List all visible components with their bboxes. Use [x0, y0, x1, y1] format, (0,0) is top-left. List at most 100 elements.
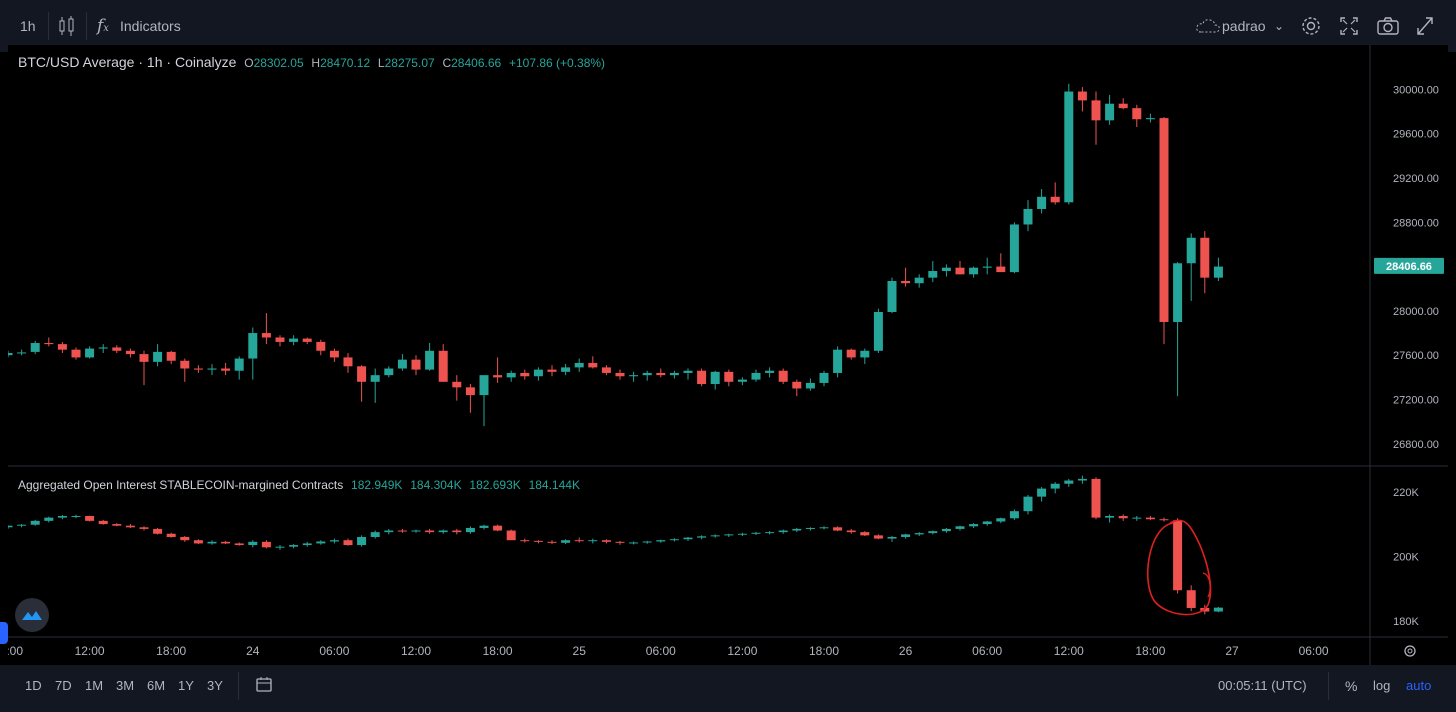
utc-clock[interactable]: 00:05:11 (UTC)	[1218, 678, 1307, 693]
oi-candle	[207, 541, 217, 544]
symbol-name[interactable]: BTC/USD Average	[18, 54, 135, 70]
oi-candle	[357, 536, 367, 546]
oi-candle	[1050, 483, 1060, 489]
price-candle	[479, 375, 489, 396]
range-6m[interactable]: 6M	[147, 678, 166, 693]
oi-candle	[112, 524, 122, 526]
axis-settings-icon[interactable]	[1404, 645, 1416, 657]
range-1d[interactable]: 1D	[25, 678, 42, 693]
price-candle	[438, 350, 448, 382]
interval-button[interactable]: 1h	[20, 18, 36, 34]
last-price-badge	[1374, 257, 1444, 274]
oi-candle	[561, 540, 571, 543]
annotation-circle	[1146, 519, 1212, 616]
fullscreen-icon[interactable]	[1338, 14, 1360, 38]
price-candle	[8, 352, 13, 356]
oi-candle	[629, 542, 639, 544]
time-tick-label: 18:00	[156, 644, 186, 658]
candles-icon[interactable]	[58, 14, 76, 38]
price-candle	[1213, 266, 1223, 278]
time-tick-label: 06:00	[646, 644, 676, 658]
range-1y[interactable]: 1Y	[178, 678, 194, 693]
oi-candle	[329, 540, 339, 542]
price-candle	[1105, 103, 1115, 121]
cloud-icon[interactable]	[1195, 14, 1221, 38]
price-candle	[125, 350, 135, 355]
price-candle	[887, 280, 897, 313]
price-candle	[397, 359, 407, 369]
oi-candle	[44, 517, 54, 521]
range-7d[interactable]: 7D	[55, 678, 72, 693]
range-3y[interactable]: 3Y	[207, 678, 223, 693]
oi-candle	[493, 525, 503, 531]
price-candle	[1064, 91, 1074, 203]
oi-candle	[901, 534, 911, 537]
close-value: 28406.66	[451, 56, 502, 70]
camera-icon[interactable]	[1376, 14, 1400, 38]
time-tick-label: 12:00	[1054, 644, 1084, 658]
range-1m[interactable]: 1M	[85, 678, 104, 693]
price-candle	[1118, 103, 1128, 109]
oi-candle	[724, 534, 734, 536]
price-candle	[370, 375, 380, 382]
price-candle	[656, 372, 666, 376]
open-label: O	[244, 56, 254, 70]
oi-candle	[384, 530, 394, 533]
oi-candle	[1173, 520, 1183, 591]
fx-icon[interactable]: fx	[97, 16, 109, 36]
oi-candle	[860, 532, 870, 536]
auto-toggle[interactable]: auto	[1406, 678, 1432, 693]
price-candle	[805, 382, 815, 389]
price-candle	[724, 371, 734, 382]
price-candle	[357, 366, 367, 382]
oi-candle	[574, 540, 584, 542]
oi-candle	[180, 536, 190, 541]
indicator-name[interactable]: Aggregated Open Interest STABLECOIN-marg…	[18, 478, 344, 492]
gear-icon[interactable]	[1300, 14, 1322, 38]
panel-toggle-handle[interactable]	[0, 622, 8, 644]
time-tick-label: 06:00	[8, 644, 23, 658]
price-candle	[533, 369, 543, 377]
time-tick-label: 18:00	[483, 644, 513, 658]
price-candle	[1159, 118, 1169, 322]
price-candle	[193, 368, 203, 370]
oi-candle	[547, 541, 557, 543]
range-3m[interactable]: 3M	[116, 678, 135, 693]
oi-candle	[520, 540, 530, 542]
price-candle	[506, 372, 516, 378]
log-toggle[interactable]: log	[1373, 678, 1391, 693]
percent-toggle[interactable]: %	[1345, 678, 1358, 694]
oi-candle	[8, 525, 13, 528]
oi-candle	[153, 528, 163, 534]
oi-candle	[656, 540, 666, 542]
oi-candle	[941, 528, 951, 532]
price-candle	[207, 368, 217, 370]
price-candle	[17, 352, 27, 354]
oi-candle	[642, 541, 652, 543]
oi-candle	[955, 526, 965, 529]
open-value: 28302.05	[253, 56, 304, 70]
oi-candle	[1186, 590, 1196, 608]
price-candle	[710, 371, 720, 385]
oi-candle	[193, 540, 203, 544]
layout-name[interactable]: padrao	[1222, 18, 1266, 34]
oi-candle	[792, 528, 802, 531]
price-candle	[669, 372, 679, 376]
date-range-icon[interactable]	[255, 675, 273, 696]
price-candle	[1023, 208, 1033, 225]
price-candle	[683, 370, 693, 373]
chart-canvas[interactable]: 30000.0029600.0029200.0028800.0028400.00…	[8, 45, 1448, 665]
chevron-down-icon[interactable]: ⌄	[1274, 19, 1285, 33]
oi-candle	[425, 530, 435, 533]
oi-candle	[1091, 478, 1101, 518]
high-value: 28470.12	[320, 56, 371, 70]
price-candle	[860, 350, 870, 358]
chart-area[interactable]: 30000.0029600.0029200.0028800.0028400.00…	[8, 45, 1448, 665]
price-candle	[955, 267, 965, 275]
indicator-value-3: 182.693K	[469, 478, 521, 492]
indicators-button[interactable]: Indicators	[120, 18, 181, 34]
publish-icon[interactable]	[1414, 14, 1436, 38]
price-candle	[275, 337, 285, 342]
tradingview-logo-icon[interactable]	[15, 598, 49, 632]
oi-candle	[819, 527, 829, 529]
